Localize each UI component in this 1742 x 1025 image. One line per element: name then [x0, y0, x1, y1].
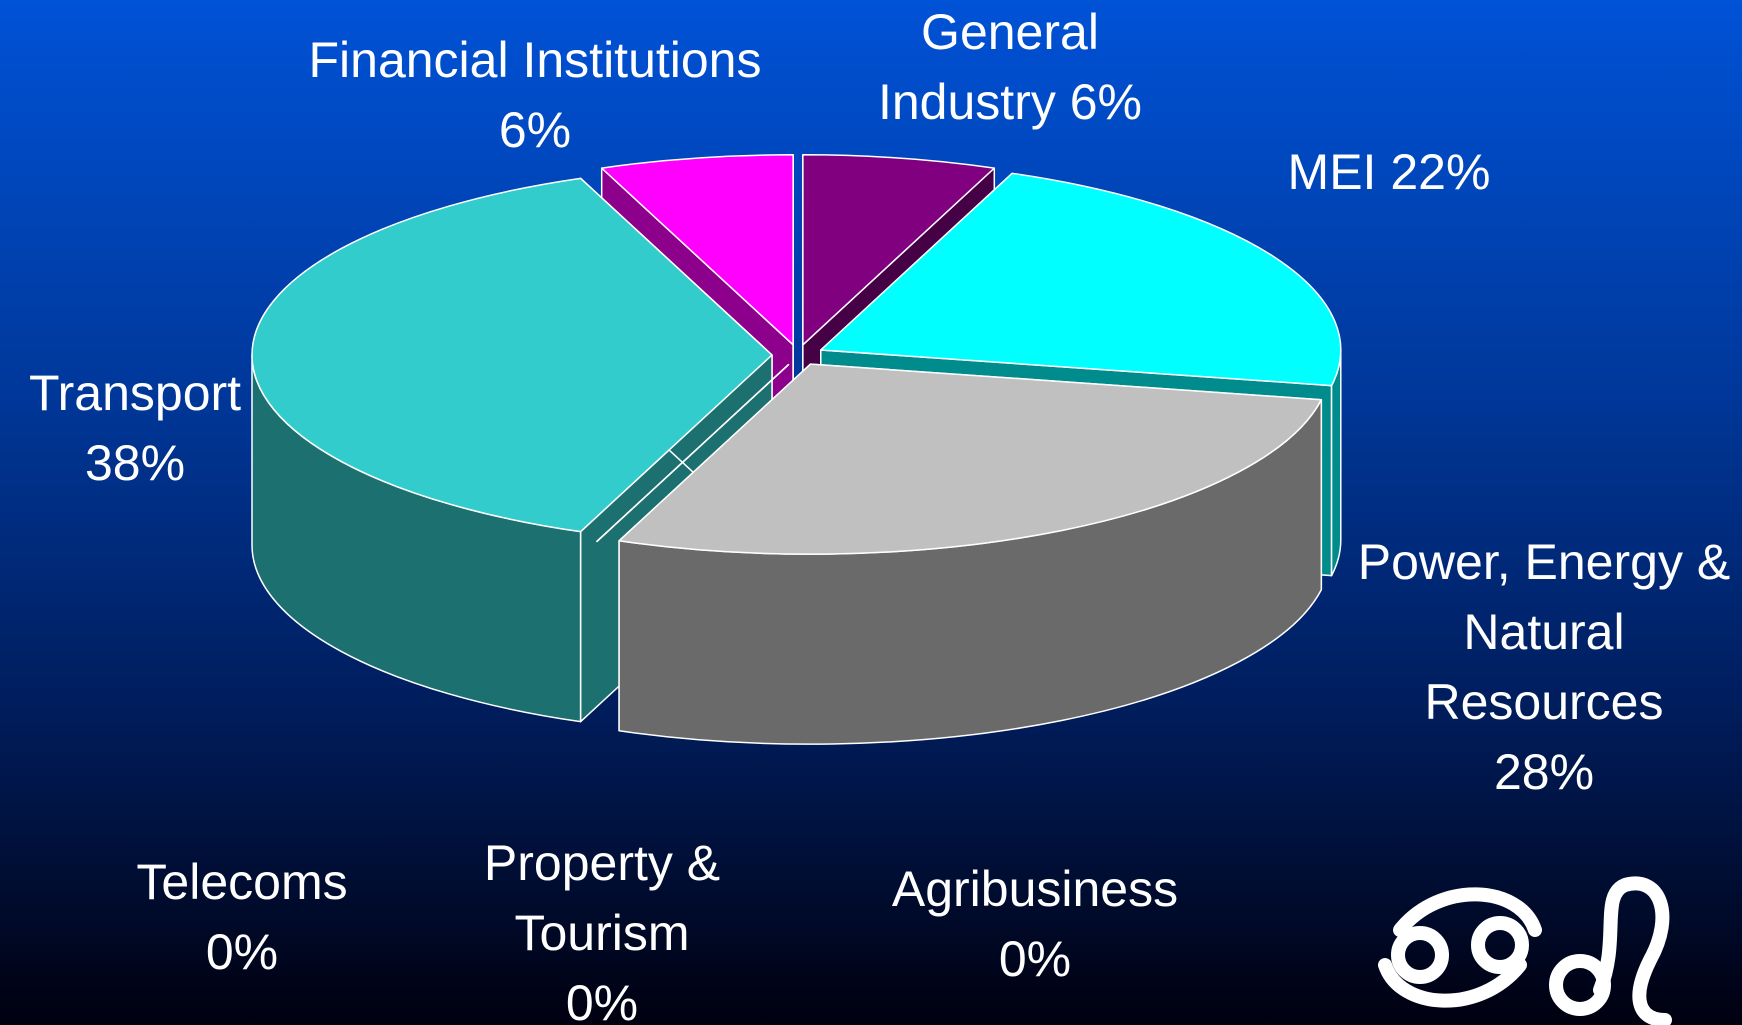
- category-name: General Industry: [877, 4, 1099, 130]
- slice: [618, 363, 1323, 745]
- value-label: 6%: [1069, 74, 1143, 130]
- slice-label: Telecoms 0%: [82, 847, 402, 987]
- slice: [596, 363, 790, 543]
- cancer-dot: [1391, 926, 1449, 984]
- slice-top: [820, 172, 1342, 387]
- slice-label: MEI 22%: [1139, 137, 1639, 207]
- value-label: 28%: [1493, 744, 1595, 800]
- slice-label: Power, Energy & Natural Resources 28%: [1344, 527, 1742, 807]
- leo-tail: [1593, 876, 1672, 1025]
- cancer-bottom: [1378, 958, 1527, 1008]
- category-name: MEI: [1287, 144, 1377, 200]
- value-label: 0%: [205, 924, 279, 980]
- slice-top: [596, 363, 790, 543]
- category-name: Transport: [28, 365, 242, 421]
- slice-top: [618, 363, 1323, 555]
- cancer-top: [1393, 887, 1542, 937]
- cancer-dot: [1471, 916, 1529, 974]
- value-label: 38%: [84, 435, 186, 491]
- slice-label: General Industry 6%: [845, 0, 1175, 137]
- value-label: 22%: [1390, 144, 1491, 200]
- category-name: Power, Energy & Natural Resources: [1357, 534, 1731, 730]
- zodiac-icons: [1378, 876, 1672, 1025]
- slice-label: Agribusiness 0%: [835, 854, 1235, 994]
- slice-label: Property & Tourism 0%: [442, 828, 762, 1025]
- category-name: Agribusiness: [891, 861, 1179, 917]
- slice-top: [600, 154, 794, 346]
- value-label: 0%: [998, 931, 1072, 987]
- value-label: 6%: [498, 102, 572, 158]
- slice-label: Transport 38%: [0, 358, 285, 498]
- category-name: Property & Tourism: [483, 835, 721, 961]
- value-label: 0%: [565, 975, 639, 1025]
- slice-label: Financial Institutions 6%: [245, 25, 825, 165]
- slice-top: [802, 154, 996, 346]
- slice-top: [251, 177, 773, 533]
- category-name: Telecoms: [136, 854, 348, 910]
- pie-slices: [251, 154, 1342, 745]
- category-name: Financial Institutions: [308, 32, 762, 88]
